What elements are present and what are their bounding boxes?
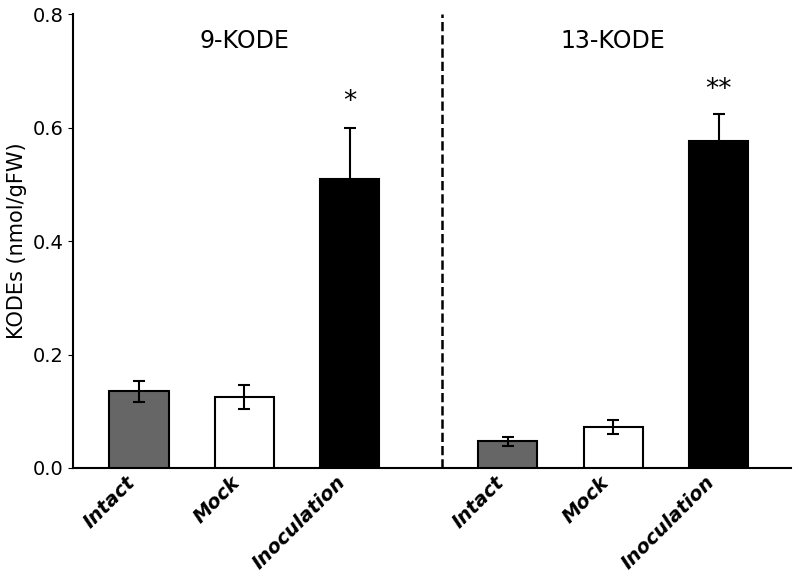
Bar <box>215 397 274 468</box>
Text: **: ** <box>705 77 732 103</box>
Text: 13-KODE: 13-KODE <box>561 28 666 53</box>
Text: *: * <box>343 89 357 115</box>
Bar <box>689 141 749 468</box>
Bar <box>320 179 379 468</box>
Text: 9-KODE: 9-KODE <box>200 28 290 53</box>
Bar <box>583 427 643 468</box>
Bar <box>478 441 538 468</box>
Y-axis label: KODEs (nmol/gFW): KODEs (nmol/gFW) <box>7 143 27 339</box>
Bar <box>109 392 168 468</box>
